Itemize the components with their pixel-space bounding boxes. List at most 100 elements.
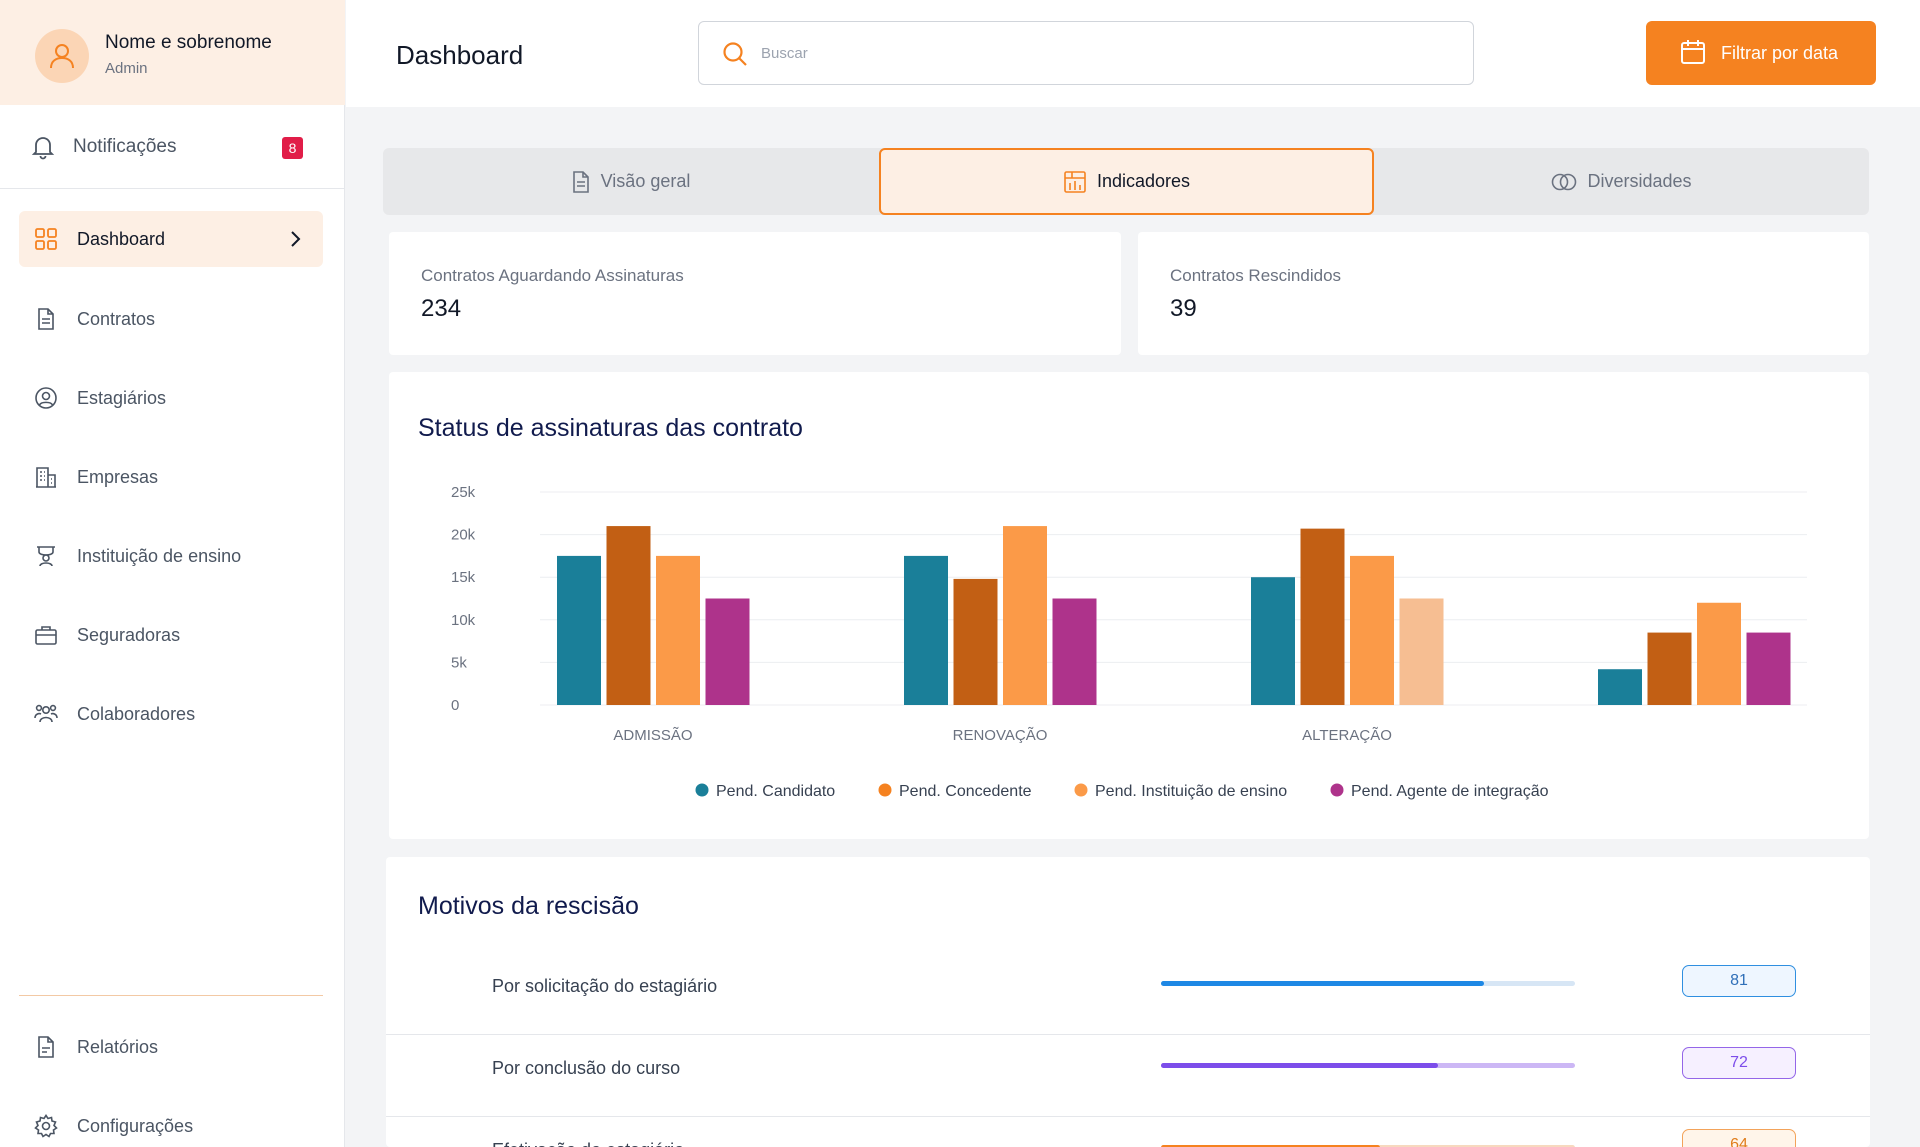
stat-value: 39 [1170,295,1197,322]
circles-icon [1552,173,1577,190]
sidebar-item-label: Estagiários [77,387,167,408]
motivo-count-badge: 64 [1682,1129,1796,1147]
tab-indicadores[interactable]: Indicadores [879,148,1374,215]
profile-name: Nome e sobrenome [105,32,272,53]
stat-label: Contratos Aguardando Assinaturas [421,266,684,285]
sidebar-item-relatorios[interactable]: Relatórios [19,1019,323,1075]
motivo-progress-track [1161,981,1575,986]
building-icon [36,467,56,488]
y-tick-label: 15k [451,569,476,586]
gear-icon [34,1114,58,1138]
motivo-row: Por conclusão do curso 72 [386,1035,1870,1117]
x-tick-label: RENOVAÇÃO [953,727,1048,744]
chart-bar [656,555,700,705]
chart-bar [606,526,651,705]
calendar-icon [1681,40,1705,64]
legend-label: Pend. Concedente [899,783,1032,800]
chevron-right-icon [291,231,301,247]
motivo-label: Por conclusão do curso [492,1058,681,1078]
grid-icon [35,228,57,250]
motivo-count-badge: 72 [1682,1047,1796,1079]
tab-label: Indicadores [1096,171,1191,191]
chart-title: Status de assinaturas das contrato [418,414,803,442]
sidebar-item-label: Dashboard [77,228,166,249]
legend-marker [878,783,892,797]
motivo-progress-track [1161,1063,1575,1068]
chart-icon [1064,170,1086,193]
notifications-label: Notificações [73,136,177,157]
sidebar-divider [19,995,323,996]
chart-bar [1399,598,1444,705]
users-icon [34,704,58,723]
chart-bar [904,555,948,705]
legend-label: Pend. Instituição de ensino [1095,783,1287,800]
top-header: Dashboard Filtrar por data [346,0,1920,107]
filter-by-date-button[interactable]: Filtrar por data [1646,21,1876,85]
sidebar-item-estagiarios[interactable]: Estagiários [19,370,323,426]
notification-badge: 8 [282,137,303,159]
y-tick-label: 10k [451,612,476,629]
legend-label: Pend. Candidato [716,783,835,800]
chart-bar [1052,598,1097,705]
chart-bar [1746,632,1791,705]
stat-card-aguardando: Contratos Aguardando Assinaturas 234 [389,232,1121,355]
legend-label: Pend. Agente de integração [1351,783,1549,800]
sidebar-item-dashboard[interactable]: Dashboard [19,211,323,267]
chart-bar [557,555,601,705]
tab-diversidades[interactable]: Diversidades [1374,148,1869,215]
motivo-label: Por solicitação do estagiário [492,976,718,996]
y-tick-label: 0 [451,697,459,714]
y-tick-label: 5k [451,654,467,671]
user-profile[interactable]: Nome e sobrenome Admin [0,0,345,105]
stat-label: Contratos Rescindidos [1170,266,1342,285]
signature-status-chart: 0 5k 10k 15k 20k 25k ADMISSÃO RENOVAÇÃO ALTERAÇÃ… [451,484,1807,800]
motivos-title: Motivos da rescisão [418,892,639,920]
sidebar-item-colaboradores[interactable]: Colaboradores [19,686,323,742]
motivo-row: Por solicitação do estagiário 81 [386,953,1870,1035]
tab-visao-geral[interactable]: Visão geral [383,148,878,215]
motivo-row: Efetivação do estagiário 64 [386,1117,1870,1147]
avatar [35,29,89,83]
chart-bar [1350,555,1394,705]
sidebar: Nome e sobrenome Admin Notificações 8 Da… [0,0,345,1147]
search-box[interactable] [698,21,1474,85]
motivo-progress-fill [1161,1063,1439,1068]
motivo-progress-track [1161,1145,1575,1147]
motivo-count-badge: 81 [1682,965,1796,997]
sidebar-item-label: Instituição de ensino [77,545,242,566]
legend-marker [695,783,709,797]
chart-bar [1251,577,1295,705]
x-tick-label: ALTERAÇÃO [1302,727,1392,744]
chart-bar [1647,632,1692,705]
motivo-progress-fill [1161,1145,1381,1147]
notifications-item[interactable]: Notificações 8 [0,105,345,189]
tab-label: Visão geral [600,171,691,191]
sidebar-item-label: Relatórios [77,1036,159,1057]
sidebar-item-label: Configurações [77,1115,194,1136]
search-input[interactable] [761,22,1441,84]
legend-marker [1330,783,1344,797]
page-title: Dashboard [396,40,524,70]
chart-bar [1697,602,1741,705]
tab-label: Diversidades [1587,171,1692,191]
chart-bar [1003,526,1047,705]
school-icon [37,546,55,567]
sidebar-item-contratos[interactable]: Contratos [19,291,323,347]
search-icon [723,42,747,66]
y-tick-label: 20k [451,527,476,544]
sidebar-item-label: Empresas [77,466,159,487]
user-icon [50,44,74,69]
sidebar-item-empresas[interactable]: Empresas [19,449,323,505]
sidebar-item-seguradoras[interactable]: Seguradoras [19,607,323,663]
sidebar-item-label: Seguradoras [77,624,181,645]
sidebar-item-label: Colaboradores [77,703,196,724]
profile-role: Admin [105,60,148,77]
sidebar-item-configuracoes[interactable]: Configurações [19,1098,323,1147]
stat-value: 234 [421,295,462,322]
motivo-progress-fill [1161,981,1484,986]
motivo-label: Efetivação do estagiário [492,1140,684,1147]
bell-icon [31,137,55,160]
legend-marker [1074,783,1088,797]
sidebar-item-instituicao[interactable]: Instituição de ensino [19,528,323,584]
chart-bar [705,598,750,705]
